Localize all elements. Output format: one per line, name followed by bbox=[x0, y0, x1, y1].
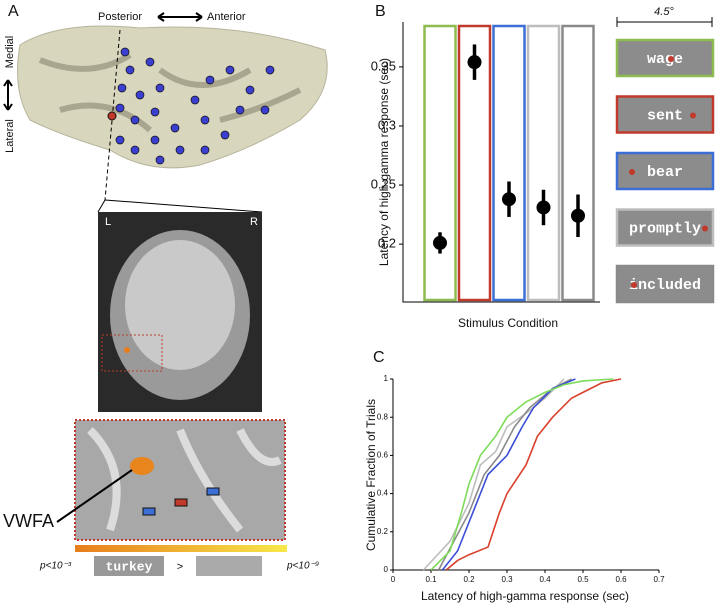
condition-frame bbox=[423, 24, 457, 302]
roi-box bbox=[101, 334, 163, 372]
panel-label: C bbox=[373, 349, 385, 366]
stimulus-word: turkey bbox=[106, 559, 153, 574]
panel-label: B bbox=[375, 3, 386, 20]
condition-frame bbox=[492, 24, 526, 302]
x-tick-label: 0.6 bbox=[615, 575, 627, 584]
fixation-dot bbox=[690, 112, 696, 119]
pointer bbox=[56, 469, 133, 523]
legend-word: sent bbox=[647, 107, 683, 124]
y-tick-label: 0.25 bbox=[371, 176, 396, 191]
mean-marker bbox=[502, 192, 516, 207]
mean-marker bbox=[536, 200, 551, 215]
y-tick-label: 0.3 bbox=[378, 117, 396, 132]
word-stimulus bbox=[94, 556, 164, 576]
x-tick-label: 0.5 bbox=[577, 575, 589, 584]
legend-word: promptly bbox=[629, 220, 701, 237]
axis bbox=[392, 379, 659, 571]
electrode-marker bbox=[206, 487, 220, 496]
orientation-label: L bbox=[105, 216, 111, 228]
cdf-line bbox=[445, 378, 622, 571]
legend-box bbox=[615, 95, 715, 134]
condition-frame bbox=[561, 24, 595, 302]
x-tick-label: 0.4 bbox=[539, 575, 551, 584]
y-tick-label: 0 bbox=[384, 565, 389, 574]
direction-label: Posterior bbox=[98, 11, 142, 23]
x-tick-label: 0 bbox=[391, 575, 396, 584]
panel-label: A bbox=[8, 3, 19, 20]
orientation-label: R bbox=[250, 216, 258, 228]
x-axis-label: Latency of high-gamma response (sec) bbox=[421, 589, 629, 603]
y-tick-label: 0.6 bbox=[377, 451, 389, 460]
y-tick-label: 1 bbox=[384, 374, 389, 383]
electrode-marker bbox=[142, 507, 156, 516]
comparison: > bbox=[177, 561, 183, 573]
mean-marker bbox=[433, 235, 447, 250]
x-tick-label: 0.7 bbox=[653, 575, 665, 584]
fixation-dot bbox=[631, 282, 637, 288]
y-tick-label: 0.2 bbox=[378, 236, 396, 251]
colorbar bbox=[75, 545, 287, 552]
legend-word: wage bbox=[647, 51, 683, 68]
condition-frame bbox=[457, 24, 492, 302]
legend-word: included bbox=[629, 277, 701, 294]
direction-label: Lateral bbox=[4, 119, 16, 153]
cdf-line bbox=[430, 378, 614, 571]
fixation-dot bbox=[668, 56, 674, 62]
y-tick-label: 0.8 bbox=[377, 412, 389, 421]
cdf-line bbox=[441, 378, 576, 571]
x-tick-label: 0.1 bbox=[425, 575, 437, 584]
electrode-marker bbox=[174, 498, 188, 507]
mean-marker bbox=[571, 208, 585, 223]
y-axis-label: Latency of high-gamma response (sec) bbox=[377, 58, 391, 266]
electrode-highlight bbox=[107, 111, 117, 121]
noise-stimulus bbox=[196, 556, 262, 576]
y-tick-label: 0.35 bbox=[371, 58, 396, 73]
activation bbox=[130, 457, 154, 475]
fixation-dot bbox=[702, 225, 708, 232]
legend-box bbox=[615, 208, 715, 247]
x-tick-label: 0.2 bbox=[463, 575, 475, 584]
mri-brain bbox=[125, 240, 235, 370]
activation bbox=[124, 347, 130, 353]
region-label: VWFA bbox=[3, 511, 54, 531]
cdf-line bbox=[422, 378, 565, 571]
x-tick-label: 0.3 bbox=[501, 575, 513, 584]
colorbar-label: p<10⁻⁹ bbox=[286, 561, 319, 572]
mean-marker bbox=[467, 55, 482, 70]
scale-label: 4.5° bbox=[654, 6, 674, 18]
axis bbox=[402, 22, 600, 303]
fixation-dot bbox=[629, 169, 635, 175]
y-axis-label: Cumulative Fraction of Trials bbox=[364, 399, 378, 551]
zoom-texture bbox=[87, 427, 282, 533]
direction-label: Medial bbox=[4, 36, 16, 68]
y-tick-label: 0.2 bbox=[377, 527, 389, 536]
guide-line bbox=[97, 199, 263, 213]
y-tick-label: 0.4 bbox=[377, 489, 389, 498]
sulcus bbox=[38, 52, 302, 133]
direction-label: Anterior bbox=[207, 11, 246, 23]
x-axis-label: Stimulus Condition bbox=[458, 316, 558, 330]
brain-surface bbox=[17, 25, 328, 169]
legend-box bbox=[615, 38, 715, 78]
scale-bar-ends bbox=[616, 17, 713, 27]
colorbar-label: p<10⁻³ bbox=[39, 561, 72, 572]
condition-frame bbox=[526, 24, 561, 302]
cdf-line bbox=[437, 378, 572, 571]
arrow bbox=[157, 12, 203, 22]
arrow bbox=[3, 79, 13, 111]
legend-word: bear bbox=[647, 164, 683, 181]
electrodes bbox=[115, 47, 275, 165]
